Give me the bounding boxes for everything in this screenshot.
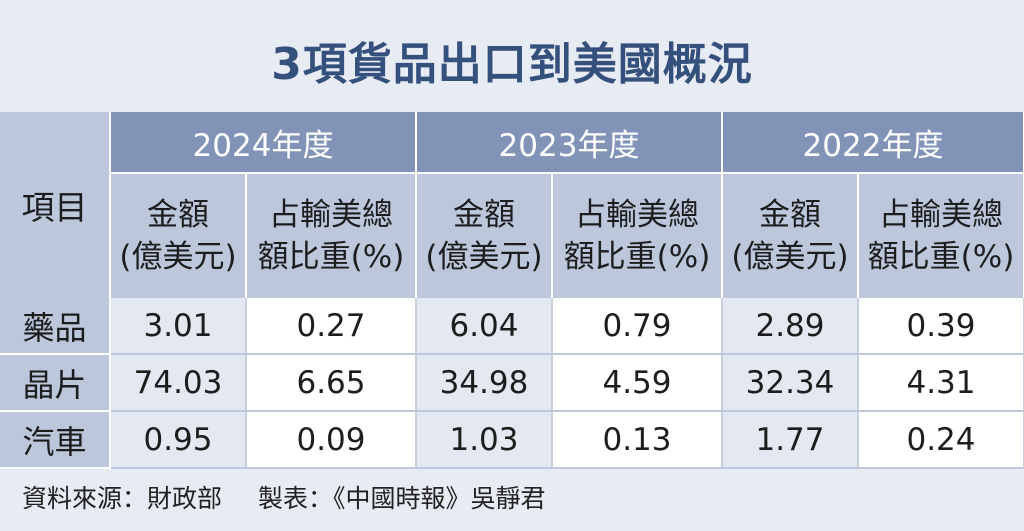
year-header-2023: 2023年度: [416, 112, 723, 173]
credit-text: 製表：《中國時報》吳靜君: [258, 484, 546, 513]
table-cell: 0.09: [246, 411, 417, 469]
table-cell: 1.77: [722, 411, 859, 469]
amount-header-line2: (億美元): [731, 239, 849, 275]
table-cell: 3.01: [110, 298, 247, 355]
share-header-line1: 占輸美總: [879, 197, 1003, 233]
table-row: 藥品 3.01 0.27 6.04 0.79 2.89 0.39: [0, 298, 1024, 355]
share-header-line1: 占輸美總: [269, 197, 393, 233]
share-header-line2: 額比重(%): [257, 239, 405, 275]
share-header: 占輸美總額比重(%): [552, 172, 723, 298]
export-table: 項目 2024年度 2023年度 2022年度 金額 (億美元) 占輸美總額比重(…: [0, 112, 1024, 469]
share-header-line1: 占輸美總: [575, 197, 699, 233]
table-cell: 6.04: [416, 298, 553, 355]
table-cell: 0.24: [858, 411, 1024, 469]
share-header: 占輸美總額比重(%): [858, 172, 1024, 298]
amount-header-line2: (億美元): [119, 239, 237, 275]
table-cell: 2.89: [722, 298, 859, 355]
table-cell: 6.65: [246, 354, 417, 412]
table-cell: 0.79: [552, 298, 723, 355]
year-header-2024: 2024年度: [110, 112, 417, 173]
share-header: 占輸美總額比重(%): [246, 172, 417, 298]
table-cell: 0.13: [552, 411, 723, 469]
share-header-line2: 額比重(%): [563, 239, 711, 275]
table-cell: 1.03: [416, 411, 553, 469]
source-text: 資料來源：財政部: [22, 484, 223, 513]
table-row: 汽車 0.95 0.09 1.03 0.13 1.77 0.24: [0, 411, 1024, 469]
page-title: 3項貨品出口到美國概況: [271, 39, 753, 90]
share-header-line2: 額比重(%): [867, 239, 1015, 275]
table-cell: 0.27: [246, 298, 417, 355]
row-label: 晶片: [0, 354, 111, 412]
table-cell: 4.59: [552, 354, 723, 412]
amount-header-line1: 金額: [147, 197, 209, 233]
row-label: 汽車: [0, 411, 111, 469]
year-header-row: 項目 2024年度 2023年度 2022年度: [0, 112, 1024, 298]
table-cell: 0.39: [858, 298, 1024, 355]
table-cell: 74.03: [110, 354, 247, 412]
amount-header-line2: (億美元): [425, 239, 543, 275]
subheader-row: 金額 (億美元) 占輸美總額比重(%) 金額 (億美元) 占輸美總額比重(%) 金額…: [0, 172, 1024, 298]
row-label: 藥品: [0, 298, 111, 355]
table-cell: 32.34: [722, 354, 859, 412]
table-cell: 34.98: [416, 354, 553, 412]
amount-header: 金額 (億美元): [722, 172, 859, 298]
item-header: 項目: [0, 112, 111, 298]
table-cell: 4.31: [858, 354, 1024, 412]
amount-header: 金額 (億美元): [416, 172, 553, 298]
table-row: 晶片 74.03 6.65 34.98 4.59 32.34 4.31: [0, 354, 1024, 412]
amount-header-line1: 金額: [453, 197, 515, 233]
source-footer: 資料來源：財政部 製表：《中國時報》吳靜君: [22, 474, 1002, 524]
amount-header-line1: 金額: [759, 197, 821, 233]
amount-header: 金額 (億美元): [110, 172, 247, 298]
year-header-2022: 2022年度: [722, 112, 1024, 173]
table-cell: 0.95: [110, 411, 247, 469]
